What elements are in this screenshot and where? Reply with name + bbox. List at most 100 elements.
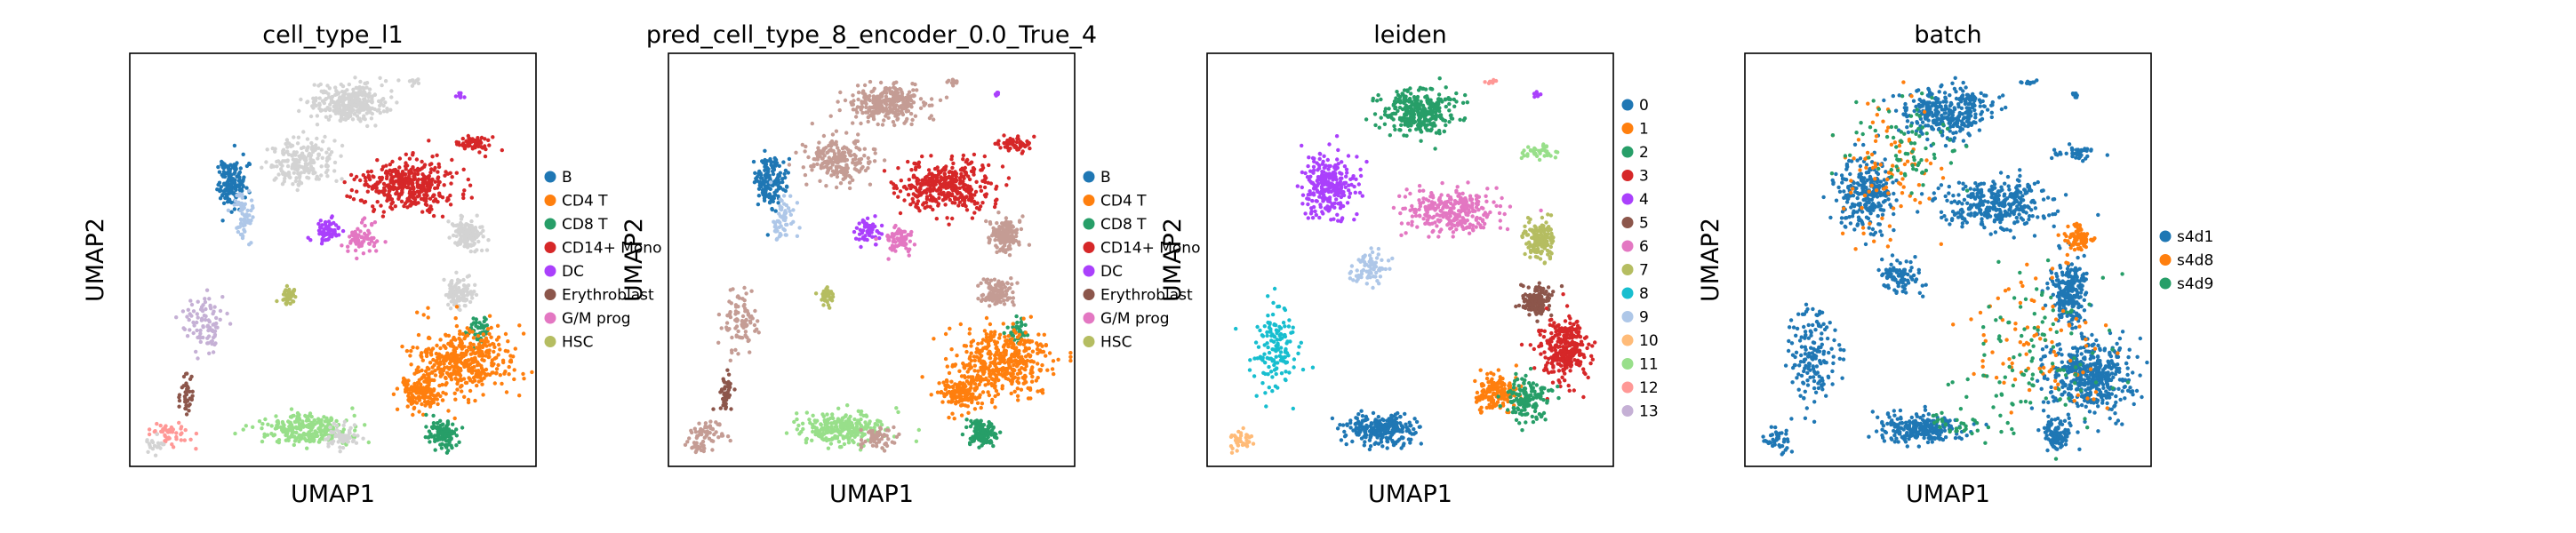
scatter-point-8-149 [460, 226, 464, 230]
scatter-point-8-145 [469, 232, 475, 236]
scatter-point-17-44 [188, 298, 193, 303]
scatter-point-0-249 [851, 102, 855, 107]
scatter-point-11-100 [421, 313, 426, 317]
scatter-point-11-324 [476, 379, 481, 384]
scatter-point-4-61 [365, 189, 370, 194]
scatter-point-4-379 [983, 179, 988, 185]
scatter-point-8-137 [991, 226, 996, 230]
scatter-point-0-257 [353, 99, 357, 104]
scatter-point-2-155 [242, 175, 246, 179]
scatter-point-8-148 [1007, 236, 1012, 242]
scatter-point-9-100 [995, 290, 1000, 294]
scatter-point-0-87 [918, 106, 924, 111]
scatter-point-11-116 [988, 355, 993, 361]
scatter-point-21-5 [458, 95, 463, 99]
scatter-point-1-172 [307, 176, 311, 180]
scatter-point-1-82 [803, 149, 807, 154]
scatter-point-4-57 [381, 210, 386, 214]
scatter-point-4-264 [345, 194, 349, 198]
scatter-point-11-126 [932, 337, 936, 341]
scatter-point-7-36 [908, 239, 912, 243]
scatter-point-0-209 [362, 107, 366, 112]
scatter-point-8-135 [465, 242, 470, 246]
scatter-point-2-154 [773, 182, 778, 187]
scatter-point-11-368 [450, 359, 454, 363]
scatter-point-0-273 [346, 107, 350, 112]
scatter-point-3-37 [778, 203, 782, 209]
scatter-point-11-357 [429, 348, 434, 353]
scatter-point-4-357 [364, 182, 369, 187]
scatter-point-11-101 [967, 331, 972, 336]
scatter-point-14-229 [324, 425, 328, 429]
scatter-point-11-396 [988, 332, 993, 337]
scatter-point-4-318 [429, 207, 434, 211]
scatter-point-3-44 [235, 193, 239, 198]
scatter-point-1-80 [819, 166, 823, 171]
scatter-point-1-63 [302, 170, 307, 174]
scatter-point-0-144 [361, 116, 366, 121]
scatter-point-7-66 [887, 235, 892, 239]
scatter-point-4-374 [964, 172, 968, 177]
scatter-point-4-374 [435, 186, 440, 190]
scatter-point-0-79 [395, 100, 399, 105]
scatter-point-8-131 [1000, 221, 1004, 226]
scatter-point-2-147 [229, 210, 234, 214]
scatter-point-2-117 [217, 170, 222, 174]
scatter-point-2-67 [224, 192, 228, 196]
scatter-point-11-418 [1001, 368, 1005, 372]
scatter-point-9-113 [1011, 296, 1016, 300]
scatter-point-11-325 [468, 330, 472, 334]
scatter-point-0-296 [383, 79, 388, 84]
scatter-point-12-107 [414, 368, 419, 372]
scatter-point-13-47 [460, 426, 465, 430]
scatter-point-4-126 [349, 187, 354, 193]
scatter-point-4-202 [405, 205, 410, 210]
scatter-point-3-37 [240, 192, 244, 197]
scatter-point-4-319 [930, 198, 935, 203]
scatter-point-9-66 [447, 282, 452, 288]
scatter-point-12-28 [430, 370, 435, 375]
scatter-point-0-254 [860, 101, 864, 106]
scatter-point-2-35 [787, 156, 792, 162]
scatter-point-1-173 [815, 152, 820, 156]
scatter-point-11-398 [463, 363, 468, 368]
scatter-point-4-326 [448, 203, 453, 207]
scatter-point-9-96 [1003, 285, 1008, 290]
scatter-point-11-22 [492, 349, 496, 354]
scatter-point-2-159 [225, 185, 229, 189]
scatter-point-0-203 [314, 103, 318, 108]
scatter-point-0-286 [910, 117, 915, 123]
scatter-point-5-54 [1016, 137, 1020, 141]
scatter-point-9-74 [987, 292, 991, 297]
scatter-point-17-68 [189, 314, 194, 318]
scatter-point-4-289 [961, 157, 965, 162]
scatter-point-14-246 [305, 417, 310, 421]
scatter-point-8-143 [1004, 220, 1009, 226]
scatter-point-11-193 [1023, 367, 1028, 372]
scatter-point-11-277 [1050, 367, 1055, 371]
legend-label: HSC [562, 334, 593, 352]
scatter-point-0-60 [358, 79, 363, 84]
scatter-point-4-75 [351, 197, 356, 202]
scatter-point-0-282 [877, 106, 882, 110]
scatter-point-14-97 [353, 428, 357, 433]
legend-label: G/M prog [562, 310, 631, 328]
scatter-point-12-149 [424, 380, 429, 385]
scatter-point-4-353 [427, 139, 431, 143]
scatter-point-7-66 [348, 239, 353, 243]
scatter-point-7-59 [354, 240, 359, 244]
scatter-point-4-278 [391, 187, 396, 192]
scatter-point-6-34 [330, 235, 334, 239]
scatter-point-0-230 [326, 117, 332, 122]
scatter-point-11-106 [504, 390, 509, 394]
scatter-point-11-306 [991, 378, 996, 382]
scatter-point-12-103 [395, 386, 400, 391]
scatter-point-14-133 [266, 422, 270, 426]
scatter-point-18-33 [185, 385, 190, 389]
scatter-point-8-58 [1019, 227, 1024, 232]
scatter-point-17-21 [195, 328, 199, 333]
scatter-point-4-268 [397, 156, 403, 161]
scatter-point-0-208 [351, 107, 356, 113]
scatter-point-14-198 [319, 418, 324, 422]
